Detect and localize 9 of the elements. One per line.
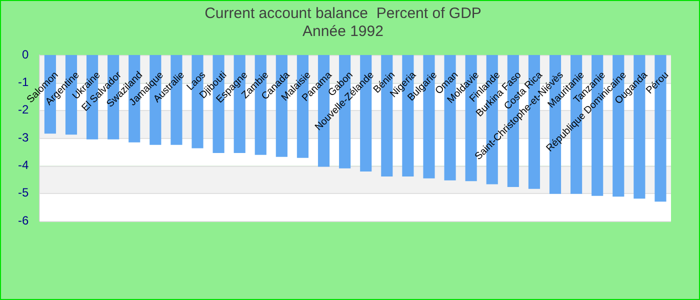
y-tick-label: -6 — [18, 213, 29, 228]
y-tick-label: -3 — [18, 130, 29, 144]
y-tick-label: -4 — [18, 158, 29, 172]
chart-title: Current account balance Percent of GDP — [204, 5, 482, 22]
y-tick-label: 0 — [22, 47, 29, 62]
y-tick-label: -5 — [18, 186, 29, 200]
y-tick-label: -1 — [18, 74, 29, 89]
y-tick-label: -2 — [18, 102, 29, 117]
chart-subtitle: Année 1992 — [302, 23, 384, 40]
